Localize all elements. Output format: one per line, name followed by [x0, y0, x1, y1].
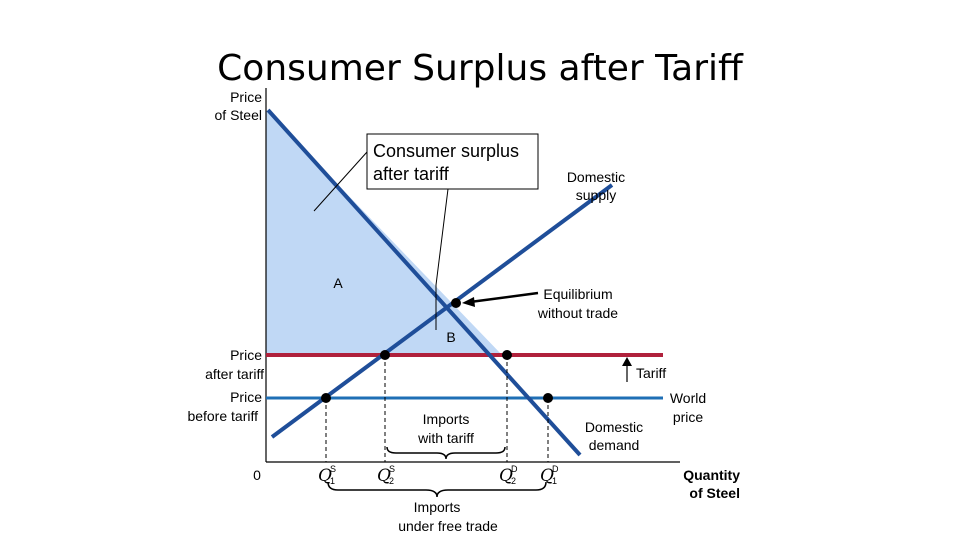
- svg-text:2: 2: [389, 476, 394, 486]
- callout-label-line1: Consumer surplus: [373, 141, 519, 161]
- equilibrium-label-line2: without trade: [537, 305, 618, 321]
- tariff-arrowhead: [622, 357, 632, 366]
- y-axis-label-line1: Price: [230, 89, 262, 105]
- q2s-label: Q S 2: [377, 464, 395, 486]
- callout-leader-mid: [435, 188, 449, 286]
- equilibrium-label-line1: Equilibrium: [543, 286, 612, 302]
- svg-text:2: 2: [511, 476, 516, 486]
- origin-label: 0: [253, 467, 261, 483]
- tariff-label: Tariff: [636, 365, 666, 381]
- q2s-point: [380, 350, 390, 360]
- imports-free-trade-label-line1: Imports: [414, 499, 461, 515]
- callout-leader-left: [313, 151, 368, 212]
- q1d-label: Q D 1: [540, 464, 559, 486]
- area-label-b: B: [446, 329, 455, 345]
- imports-with-tariff-label-line2: with tariff: [417, 430, 474, 446]
- equilibrium-point: [451, 298, 461, 308]
- svg-text:D: D: [552, 464, 559, 474]
- price-before-tariff-label-line2: before tariff: [187, 408, 258, 424]
- imports-with-tariff-label-line1: Imports: [423, 411, 470, 427]
- svg-text:D: D: [511, 464, 518, 474]
- price-after-tariff-label-line2: after tariff: [205, 366, 264, 382]
- svg-text:1: 1: [330, 476, 335, 486]
- svg-text:Q: Q: [377, 466, 391, 486]
- svg-text:Q: Q: [540, 466, 554, 486]
- svg-text:S: S: [330, 464, 336, 474]
- imports-with-tariff-brace: [386, 446, 506, 460]
- chart-title: Consumer Surplus after Tariff: [217, 48, 744, 89]
- svg-text:Q: Q: [499, 466, 513, 486]
- svg-text:S: S: [389, 464, 395, 474]
- domestic-demand-label-line1: Domestic: [585, 419, 643, 435]
- imports-free-trade-label-line2: under free trade: [398, 518, 498, 534]
- q2d-point: [502, 350, 512, 360]
- x-axis-label-line2: of Steel: [689, 485, 740, 501]
- svg-text:Q: Q: [318, 466, 332, 486]
- q1s-point: [321, 393, 331, 403]
- callout-box: [366, 133, 539, 190]
- world-price-label-line2: price: [673, 409, 704, 425]
- x-axis-label-line1: Quantity: [683, 467, 740, 483]
- area-label-a: A: [333, 275, 343, 291]
- callout-label-line2: after tariff: [373, 164, 450, 184]
- price-after-tariff-label-line1: Price: [230, 347, 262, 363]
- demand-curve: [266, 108, 582, 457]
- q2d-label: Q D 2: [499, 464, 518, 486]
- world-price-label-line1: World: [670, 390, 706, 406]
- price-before-tariff-label-line1: Price: [230, 389, 262, 405]
- q1s-label: Q S 1: [318, 464, 336, 486]
- y-axis-label-line2: of Steel: [215, 107, 262, 123]
- svg-text:1: 1: [552, 476, 557, 486]
- domestic-supply-label-line1: Domestic: [567, 169, 625, 185]
- imports-free-trade-brace: [327, 481, 547, 498]
- q1d-point: [543, 393, 553, 403]
- equilibrium-arrow: [469, 291, 539, 304]
- domestic-supply-label-line2: supply: [576, 187, 616, 203]
- equilibrium-arrowhead: [462, 297, 475, 307]
- domestic-demand-label-line2: demand: [589, 437, 640, 453]
